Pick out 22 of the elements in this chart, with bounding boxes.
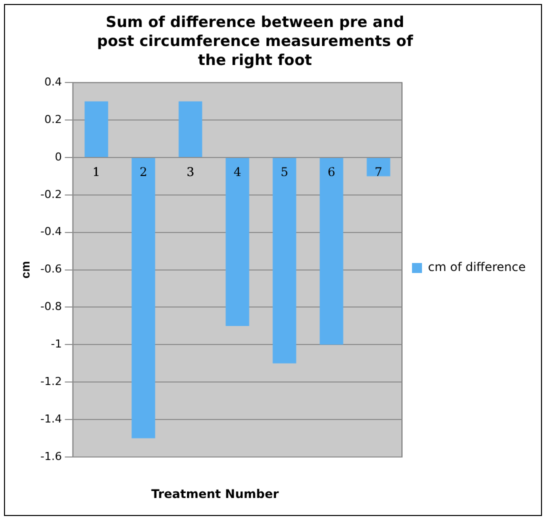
x-tick-label: 1 bbox=[92, 164, 100, 179]
legend-label: cm of difference bbox=[428, 260, 526, 274]
chart-title: Sum of difference between pre and post circumference measurements of the right foot bbox=[96, 13, 414, 70]
x-tick-label: 3 bbox=[186, 164, 194, 179]
x-tick-label: 2 bbox=[140, 164, 148, 179]
y-tick-label: -0.4 bbox=[40, 225, 62, 238]
y-tick-label: -1 bbox=[50, 338, 62, 351]
y-axis-title: cm bbox=[18, 261, 33, 278]
y-tick-label: 0.2 bbox=[44, 112, 62, 126]
y-tick-label: -0.8 bbox=[40, 300, 62, 314]
y-tick-label: 0 bbox=[54, 150, 62, 164]
x-tick-label: 6 bbox=[328, 164, 336, 179]
x-tick-label: 5 bbox=[280, 164, 288, 179]
x-axis-title: Treatment Number bbox=[150, 487, 280, 501]
y-tick-label: 0.4 bbox=[44, 75, 62, 88]
y-tick-label: -1.6 bbox=[40, 450, 62, 463]
x-tick-label: 4 bbox=[234, 164, 242, 179]
x-tick-label: 7 bbox=[374, 164, 382, 179]
y-tick-label: -1.2 bbox=[40, 374, 62, 388]
y-tick-label: -0.6 bbox=[40, 262, 62, 276]
y-tick-label: -0.2 bbox=[40, 188, 62, 201]
y-tick-label: -1.4 bbox=[40, 412, 62, 426]
